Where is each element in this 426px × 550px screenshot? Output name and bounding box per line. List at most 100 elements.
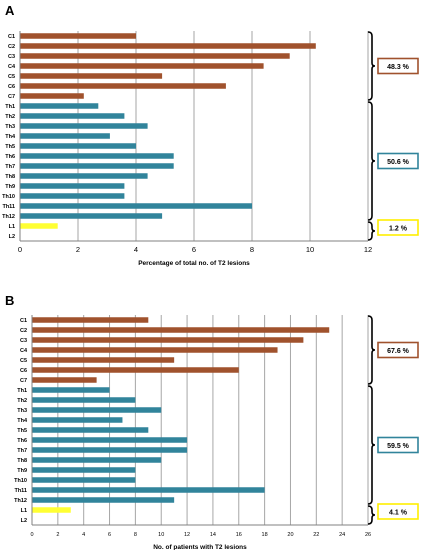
bar-b-th11 — [32, 487, 265, 493]
bar-b-th9 — [32, 467, 136, 473]
bar-b-th3 — [32, 407, 162, 413]
x-tick-label-a-1: 2 — [76, 245, 80, 254]
category-label-a-l1: L1 — [9, 224, 15, 230]
x-tick-label-b-12: 24 — [339, 532, 345, 538]
x-tick-label-a-0: 0 — [18, 245, 22, 254]
category-label-a-c6: C6 — [8, 84, 15, 90]
panel-label-a: A — [5, 3, 15, 18]
bar-a-th10 — [20, 193, 125, 199]
percent-label-b-cervical: 67.6 % — [387, 348, 410, 355]
bar-a-c2 — [20, 43, 316, 49]
percent-box-b-lumbar — [377, 503, 419, 520]
x-axis-label-a: Percentage of total no. of T2 lesions — [138, 260, 250, 267]
bar-b-c5 — [32, 357, 175, 363]
bar-a-th3 — [20, 123, 148, 129]
bracket-a-cervical — [367, 31, 376, 101]
category-label-a-th12: Th12 — [2, 214, 15, 220]
bracket-b-thoracic — [367, 385, 376, 505]
bar-b-th7 — [32, 447, 188, 453]
category-label-b-th12: Th12 — [14, 498, 27, 504]
x-tick-label-a-6: 12 — [364, 245, 372, 254]
x-axis-label-b: No. of patients with T2 lesions — [153, 544, 247, 550]
category-label-b-c5: C5 — [20, 358, 27, 364]
x-tick-label-b-6: 12 — [184, 532, 190, 538]
bar-a-c3 — [20, 53, 290, 59]
bar-a-th1 — [20, 103, 99, 109]
bar-a-l1 — [20, 223, 58, 229]
bar-a-th2 — [20, 113, 125, 119]
x-tick-label-b-3: 6 — [108, 532, 111, 538]
percent-box-a-thoracic — [377, 152, 419, 170]
bar-a-c1 — [20, 33, 136, 39]
bar-a-th6 — [20, 153, 174, 159]
bar-b-l1 — [32, 507, 71, 513]
bar-b-c4 — [32, 347, 278, 353]
category-label-a-c2: C2 — [8, 44, 15, 50]
bar-a-th8 — [20, 173, 148, 179]
category-label-b-th2: Th2 — [17, 398, 27, 404]
category-label-a-th4: Th4 — [5, 134, 16, 140]
category-label-a-th1: Th1 — [5, 104, 15, 110]
category-label-a-c4: C4 — [8, 64, 16, 70]
bar-b-th6 — [32, 437, 188, 443]
category-label-a-th9: Th9 — [5, 184, 15, 190]
x-tick-label-b-7: 14 — [210, 532, 216, 538]
category-label-b-th6: Th6 — [17, 438, 27, 444]
x-tick-label-b-13: 26 — [365, 532, 371, 538]
bar-a-c5 — [20, 73, 163, 79]
category-label-b-c7: C7 — [20, 378, 27, 384]
bar-a-c4 — [20, 63, 264, 69]
bar-a-th12 — [20, 213, 163, 219]
category-label-b-th10: Th10 — [14, 478, 27, 484]
bar-a-th11 — [20, 203, 252, 209]
percent-label-b-thoracic: 59.5 % — [387, 443, 410, 450]
category-label-b-c4: C4 — [20, 348, 28, 354]
category-label-b-th5: Th5 — [17, 428, 27, 434]
bar-b-c2 — [32, 327, 330, 333]
category-label-a-th3: Th3 — [5, 124, 15, 130]
percent-box-b-thoracic — [377, 436, 419, 454]
percent-label-a-lumbar: 1.2 % — [389, 226, 408, 233]
category-label-a-th11: Th11 — [2, 204, 15, 210]
category-label-b-c1: C1 — [20, 318, 27, 324]
panel-label-b: B — [5, 293, 15, 308]
bar-b-th8 — [32, 457, 162, 463]
x-tick-label-b-11: 22 — [313, 532, 319, 538]
category-label-a-c3: C3 — [8, 54, 15, 60]
category-label-a-th8: Th8 — [5, 174, 15, 180]
category-label-a-c1: C1 — [8, 34, 15, 40]
x-tick-label-b-0: 0 — [30, 532, 33, 538]
x-tick-label-b-8: 16 — [236, 532, 242, 538]
x-tick-label-b-9: 18 — [262, 532, 268, 538]
category-label-b-l2: L2 — [21, 518, 27, 524]
category-label-a-th10: Th10 — [2, 194, 15, 200]
bar-b-th2 — [32, 397, 136, 403]
x-tick-label-b-1: 2 — [56, 532, 59, 538]
category-label-b-th11: Th11 — [14, 488, 27, 494]
x-tick-label-b-4: 8 — [134, 532, 137, 538]
category-label-b-th9: Th9 — [17, 468, 27, 474]
bar-a-th9 — [20, 183, 125, 189]
bracket-a-lumbar — [367, 221, 376, 241]
bar-a-th4 — [20, 133, 110, 139]
bar-b-c3 — [32, 337, 304, 343]
panel-b: B 0 2 4 6 8 10 12 14 16 18 20 22 24 26 C1 C2 C3 C4 C5 C6 C7 T… — [0, 290, 426, 550]
x-tick-label-a-4: 8 — [250, 245, 254, 254]
percent-box-a-cervical — [377, 57, 419, 75]
category-label-b-th3: Th3 — [17, 408, 27, 414]
category-label-a-th6: Th6 — [5, 154, 15, 160]
bar-b-th12 — [32, 497, 175, 503]
bar-b-th4 — [32, 417, 123, 423]
percent-box-a-lumbar — [377, 219, 419, 236]
bracket-a-thoracic — [367, 101, 376, 221]
x-tick-label-a-2: 4 — [134, 245, 138, 254]
bar-b-c7 — [32, 377, 97, 383]
x-tick-label-a-5: 10 — [306, 245, 314, 254]
x-tick-label-b-10: 20 — [287, 532, 293, 538]
x-tick-label-b-2: 4 — [82, 532, 85, 538]
bar-a-c6 — [20, 83, 226, 89]
percent-label-a-cervical: 48.3 % — [387, 64, 410, 71]
category-label-b-c3: C3 — [20, 338, 27, 344]
category-label-a-th5: Th5 — [5, 144, 15, 150]
bar-b-c1 — [32, 317, 149, 323]
